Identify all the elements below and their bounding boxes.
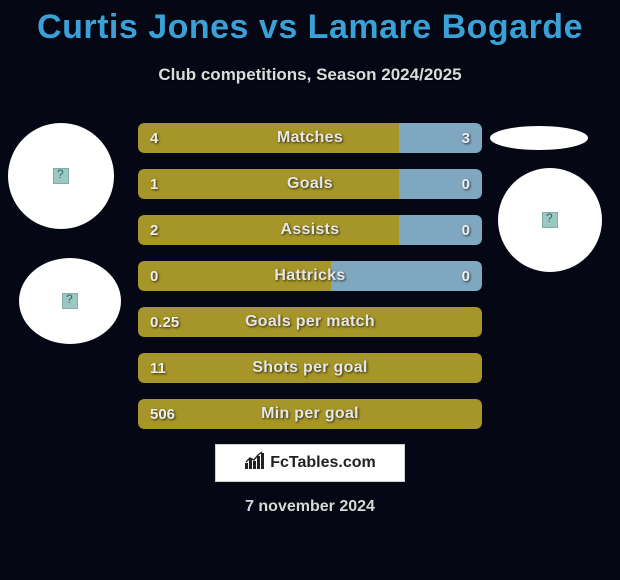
stats-bars: 43Matches10Goals20Assists00Hattricks0.25… [138, 123, 482, 445]
stat-value-left: 0.25 [150, 307, 179, 337]
player2-ellipse [490, 126, 588, 150]
bar-fill-left [138, 123, 399, 153]
image-placeholder-icon [62, 293, 78, 309]
stat-row: 20Assists [138, 215, 482, 245]
stat-value-left: 4 [150, 123, 158, 153]
stat-value-left: 0 [150, 261, 158, 291]
stat-row: 43Matches [138, 123, 482, 153]
subtitle: Club competitions, Season 2024/2025 [0, 65, 620, 85]
stat-value-left: 2 [150, 215, 158, 245]
bar-fill-right [331, 261, 482, 291]
stat-row: 10Goals [138, 169, 482, 199]
bar-fill-left [138, 215, 399, 245]
player1-photo-top [8, 123, 114, 229]
bar-fill-left [138, 353, 482, 383]
bar-fill-left [138, 399, 482, 429]
date: 7 november 2024 [0, 498, 620, 516]
brand-box: FcTables.com [215, 444, 405, 482]
player1-photo-bottom [19, 258, 121, 344]
image-placeholder-icon [542, 212, 558, 228]
stat-value-right: 0 [462, 169, 470, 199]
image-placeholder-icon [53, 168, 69, 184]
stat-row: 00Hattricks [138, 261, 482, 291]
stat-value-right: 0 [462, 215, 470, 245]
stat-row: 0.25Goals per match [138, 307, 482, 337]
page-title: Curtis Jones vs Lamare Bogarde [0, 0, 620, 47]
bar-fill-left [138, 169, 399, 199]
stat-value-right: 0 [462, 261, 470, 291]
brand-text: FcTables.com [270, 454, 376, 472]
stat-row: 11Shots per goal [138, 353, 482, 383]
stat-value-right: 3 [462, 123, 470, 153]
player2-photo [498, 168, 602, 272]
stat-value-left: 11 [150, 353, 166, 383]
stat-row: 506Min per goal [138, 399, 482, 429]
stat-value-left: 506 [150, 399, 175, 429]
stat-value-left: 1 [150, 169, 158, 199]
bar-fill-left [138, 261, 331, 291]
bar-fill-left [138, 307, 482, 337]
chart-icon [244, 451, 266, 476]
